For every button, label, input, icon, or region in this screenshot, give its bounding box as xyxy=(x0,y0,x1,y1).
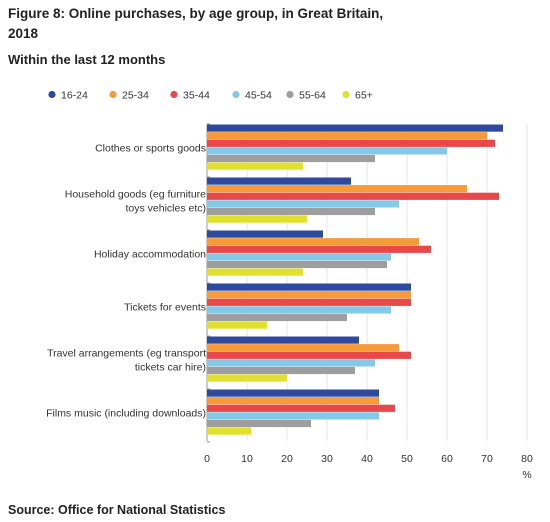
legend-swatch xyxy=(170,90,178,99)
bar xyxy=(207,162,303,170)
bar xyxy=(207,397,379,405)
category-label: Travel arrangements (eg transport xyxy=(47,348,206,360)
legend-label: 55-64 xyxy=(299,90,326,102)
x-tick-label: 50 xyxy=(401,453,413,465)
bar xyxy=(207,389,379,397)
bar xyxy=(207,268,303,276)
bar xyxy=(207,336,359,344)
legend-swatch xyxy=(342,90,350,99)
x-tick-label: 40 xyxy=(361,453,373,465)
source-note: Source: Office for National Statistics xyxy=(8,503,226,517)
x-tick-label: 0 xyxy=(204,453,210,465)
bars xyxy=(207,124,503,435)
x-tick-label: 70 xyxy=(481,453,493,465)
legend-swatch xyxy=(232,90,240,99)
x-axis: 0 10 20 30 40 50 60 70 80% xyxy=(204,453,533,481)
category-label: Films music (including downloads) xyxy=(46,408,206,420)
legend-swatch xyxy=(286,90,294,99)
bar xyxy=(207,351,411,359)
gridlines xyxy=(206,123,528,443)
bar xyxy=(207,124,503,132)
bar xyxy=(207,306,391,314)
bar xyxy=(207,404,395,412)
bar xyxy=(207,132,487,140)
bar xyxy=(207,412,379,420)
bar xyxy=(207,313,347,322)
x-tick-label: 10 xyxy=(241,453,253,465)
bar xyxy=(207,185,467,193)
bar xyxy=(207,207,375,216)
bar xyxy=(207,245,431,253)
legend-swatch xyxy=(109,90,117,99)
x-tick-label: 20 xyxy=(281,453,293,465)
bar xyxy=(207,366,355,375)
bar xyxy=(207,344,399,352)
bar xyxy=(207,321,267,329)
bar xyxy=(207,359,375,367)
bar xyxy=(207,139,495,147)
category-label: Holiday accommodation xyxy=(94,249,206,261)
bar xyxy=(207,291,411,299)
legend-label: 45-54 xyxy=(245,90,272,102)
category-label: Clothes or sports goods xyxy=(95,143,206,155)
x-tick-label: 30 xyxy=(321,453,333,465)
bar xyxy=(207,215,307,223)
legend-label: 65+ xyxy=(355,90,373,102)
x-tick-label: 80 xyxy=(521,453,533,465)
x-tick-label: 60 xyxy=(441,453,453,465)
bar xyxy=(207,230,323,238)
bar xyxy=(207,238,419,246)
legend-label: 35-44 xyxy=(183,90,210,102)
category-labels: Clothes or sports goods Household goods (… xyxy=(46,143,206,420)
category-label: Household goods (eg furniture xyxy=(65,189,206,201)
category-label: toys vehicles etc) xyxy=(125,203,206,215)
chart-subtitle: Within the last 12 months xyxy=(8,52,166,67)
legend-label: 16-24 xyxy=(61,90,88,102)
bar xyxy=(207,192,499,200)
bar xyxy=(207,260,387,269)
bar xyxy=(207,253,391,261)
legend: 16-24 25-34 35-44 45-54 55-64 65+ xyxy=(48,90,373,102)
legend-label: 25-34 xyxy=(122,90,149,102)
bar xyxy=(207,298,411,306)
x-axis-label: % xyxy=(522,469,531,481)
chart-title: Figure 8: Online purchases, by age group… xyxy=(8,6,384,41)
legend-swatch xyxy=(48,90,56,99)
bar xyxy=(207,154,375,163)
bar xyxy=(207,283,411,291)
bar xyxy=(207,177,351,185)
category-label: tickets car hire) xyxy=(135,362,206,374)
bar xyxy=(207,147,447,155)
bar xyxy=(207,374,287,382)
category-label: Tickets for events xyxy=(124,302,206,314)
bar xyxy=(207,427,251,435)
bar xyxy=(207,200,399,208)
bar xyxy=(207,419,311,428)
